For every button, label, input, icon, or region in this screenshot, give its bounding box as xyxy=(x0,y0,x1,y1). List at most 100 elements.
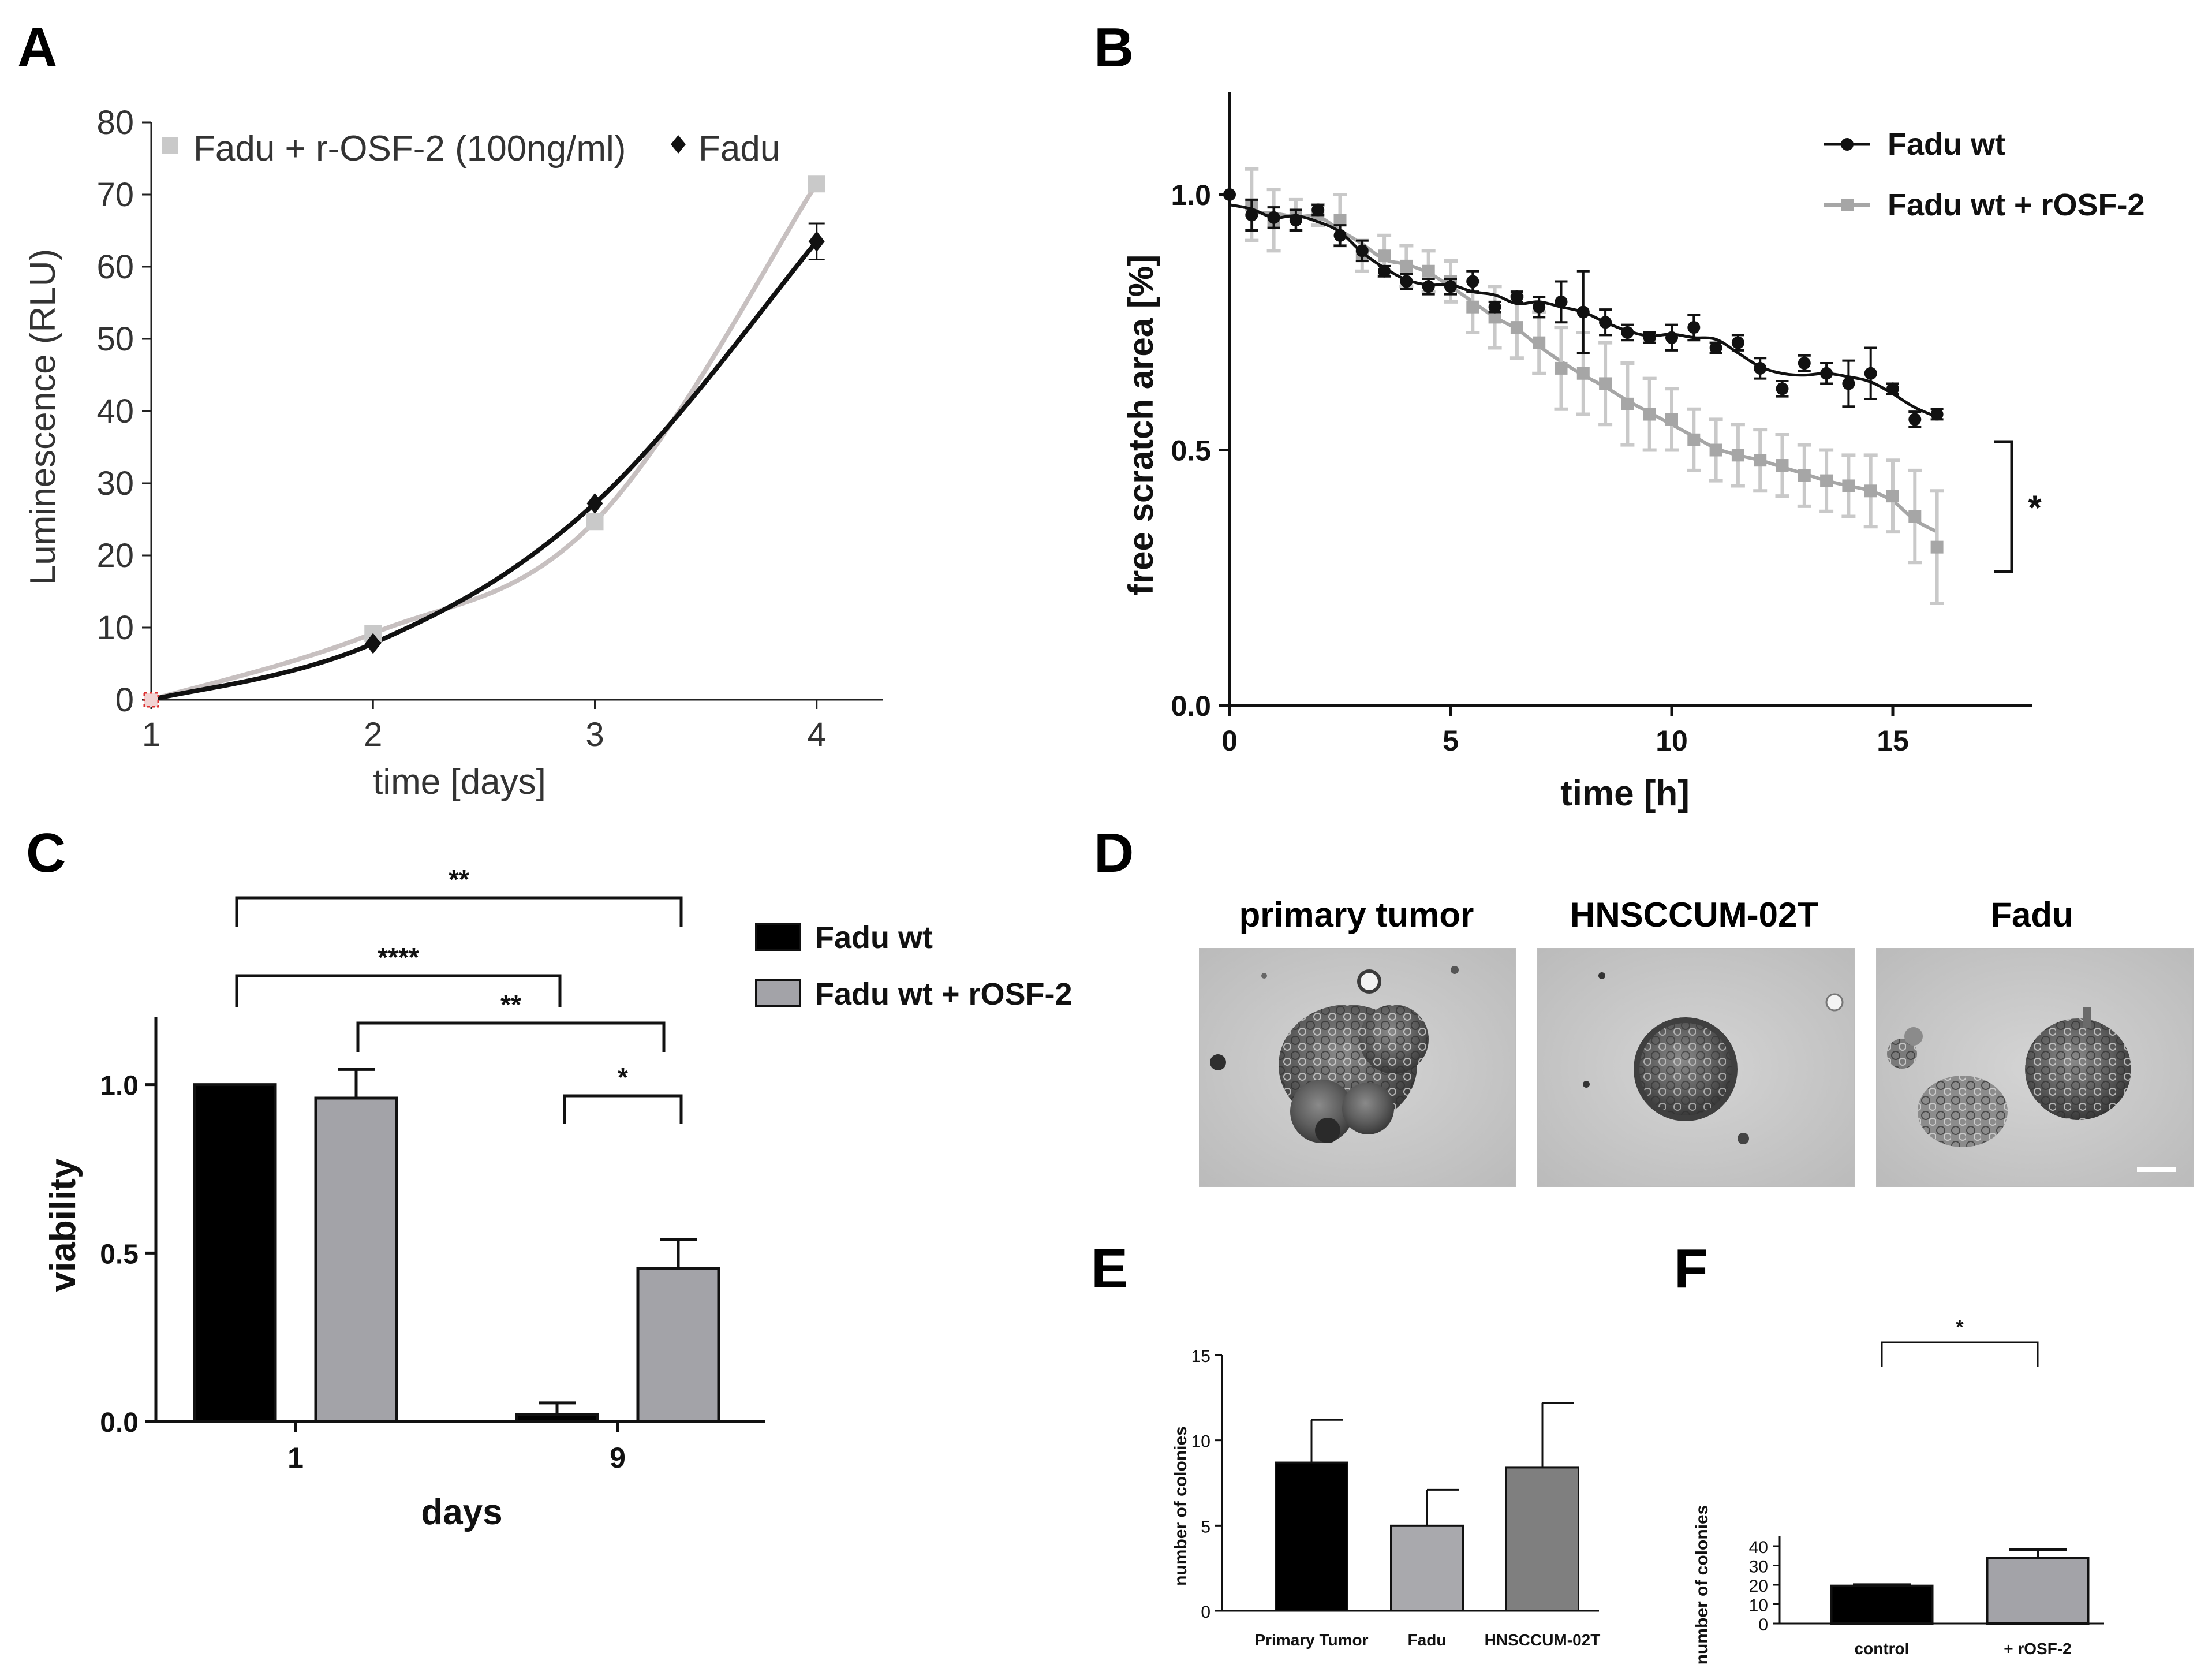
point-b-0 xyxy=(1599,316,1612,329)
panel-label-d: D xyxy=(1094,822,1134,884)
point-b-1 xyxy=(1555,361,1568,375)
point-b-1 xyxy=(1621,397,1634,410)
point-b-1 xyxy=(1378,249,1391,263)
legend-marker-c-1 xyxy=(755,979,801,1007)
legend-label-a-0: Fadu + r-OSF-2 (100ng/ml) xyxy=(193,129,626,169)
point-b-0 xyxy=(1444,280,1457,293)
point-b-0 xyxy=(1355,244,1369,257)
organoid-hnsccum xyxy=(1634,1017,1738,1121)
point-b-0 xyxy=(1576,305,1590,319)
y-tick-label-e: 0 xyxy=(1201,1603,1210,1622)
micrograph-title-primary-tumor: primary tumor xyxy=(1239,895,1474,934)
point-b-0 xyxy=(1245,208,1258,222)
panel-label-f: F xyxy=(1674,1238,1708,1300)
point-b-1 xyxy=(1488,311,1501,324)
point-b-0 xyxy=(1378,264,1391,278)
point-b-0 xyxy=(1400,275,1413,288)
y-tick-label-a: 50 xyxy=(96,320,134,358)
micrograph-primary-tumor xyxy=(1199,948,1516,1187)
point-b-1 xyxy=(1643,408,1656,421)
x-tick-label-a: 4 xyxy=(808,716,826,753)
panel-label-e: E xyxy=(1091,1238,1128,1300)
point-b-1 xyxy=(1842,479,1855,492)
y-tick-label-a: 10 xyxy=(96,609,134,647)
point-b-0 xyxy=(1289,214,1302,227)
x-tick-label-f: + rOSF-2 xyxy=(2004,1640,2071,1658)
point-b-0 xyxy=(1709,341,1722,354)
fit-line-b-1 xyxy=(1251,211,1938,533)
y-tick-label-f: 0 xyxy=(1758,1615,1768,1634)
legend-label-b-0: Fadu wt xyxy=(1888,127,2005,162)
legend-marker-a-1 xyxy=(671,135,686,154)
x-tick-label-f: control xyxy=(1855,1640,1910,1658)
point-b-0 xyxy=(1820,367,1833,380)
significance-bracket-c xyxy=(356,1021,666,1052)
bar-c xyxy=(636,1267,720,1423)
point-b-1 xyxy=(1776,459,1789,472)
bar-e xyxy=(1505,1466,1579,1612)
y-tick-label-e: 15 xyxy=(1191,1347,1210,1366)
significance-bracket-b xyxy=(1994,440,2013,573)
x-tick-label-b: 10 xyxy=(1656,725,1688,757)
x-tick-label-c: 1 xyxy=(287,1442,304,1474)
y-tick-label-a: 40 xyxy=(96,393,134,430)
origin-marker-a xyxy=(143,692,159,708)
point-b-1 xyxy=(1709,443,1722,457)
y-tick-label-a: 30 xyxy=(96,465,134,502)
legend-marker-a-0 xyxy=(162,137,178,154)
y-tick-label-f: 10 xyxy=(1749,1596,1768,1615)
y-axis-title-c: viability xyxy=(43,1158,83,1292)
point-b-1 xyxy=(1665,413,1678,426)
y-axis-title-e: number of colonies xyxy=(1171,1426,1190,1586)
point-b-1 xyxy=(1798,469,1811,482)
x-tick-label-e: HNSCCUM-02T xyxy=(1485,1631,1601,1649)
point-b-1 xyxy=(1731,449,1744,462)
series-line-a-1 xyxy=(151,240,819,702)
legend-label-c-1: Fadu wt + rOSF-2 xyxy=(815,977,1073,1012)
y-tick-label-e: 10 xyxy=(1191,1432,1210,1451)
point-b-0 xyxy=(1422,280,1435,293)
y-tick-label-f: 40 xyxy=(1749,1538,1768,1557)
point-b-0 xyxy=(1333,229,1347,242)
y-tick-label-e: 5 xyxy=(1201,1517,1210,1536)
legend-marker-b-0 xyxy=(1841,138,1854,151)
y-tick-label-f: 30 xyxy=(1749,1558,1768,1577)
y-tick-label-a: 60 xyxy=(96,248,134,286)
point-b-0 xyxy=(1466,275,1479,288)
point-b-1 xyxy=(1400,259,1413,273)
bar-f xyxy=(1986,1557,2090,1625)
point-b-0 xyxy=(1886,382,1899,395)
bar-f xyxy=(1830,1584,1934,1625)
x-tick-label-b: 5 xyxy=(1443,725,1459,757)
significance-bracket-c xyxy=(235,974,562,1007)
y-tick-label-c: 0.5 xyxy=(100,1239,139,1270)
x-tick-label-e: Fadu xyxy=(1408,1631,1447,1649)
point-a-diamond xyxy=(808,231,825,252)
point-b-0 xyxy=(1842,377,1855,390)
point-b-0 xyxy=(1267,211,1280,224)
y-tick-label-c: 0.0 xyxy=(100,1408,139,1438)
y-tick-label-b: 0.5 xyxy=(1171,435,1211,467)
point-b-1 xyxy=(1576,367,1590,380)
series-line-a-0 xyxy=(150,182,819,702)
point-b-1 xyxy=(1886,490,1899,503)
point-a-square xyxy=(808,175,825,193)
point-b-0 xyxy=(1776,382,1789,395)
point-b-1 xyxy=(1333,214,1347,227)
significance-label-b: * xyxy=(2028,488,2042,527)
legend-label-a-1: Fadu xyxy=(698,129,780,169)
organoid-fadu-large xyxy=(2025,1018,2131,1120)
x-tick-label-c: 9 xyxy=(610,1442,626,1474)
micrograph-title-fadu: Fadu xyxy=(1990,895,2073,934)
point-b-0 xyxy=(1687,321,1701,334)
point-a-diamond xyxy=(586,493,603,514)
significance-bracket-f xyxy=(1881,1341,2039,1367)
point-a-square xyxy=(586,513,604,531)
y-tick-label-a: 20 xyxy=(96,537,134,574)
point-b-0 xyxy=(1555,295,1568,308)
point-b-1 xyxy=(1687,433,1701,446)
significance-label-c: ** xyxy=(500,990,521,1020)
point-b-1 xyxy=(1510,321,1523,334)
y-tick-label-a: 80 xyxy=(96,104,134,141)
